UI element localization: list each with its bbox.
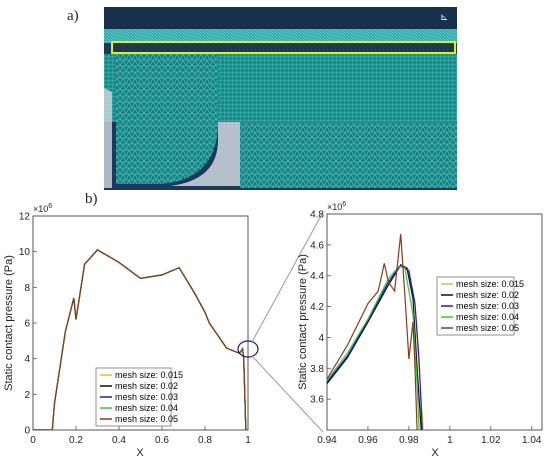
- l-xtick-label: 1: [245, 435, 251, 446]
- mesh-left-region: [116, 54, 218, 184]
- r-xtick-label: 0.98: [399, 435, 419, 446]
- l-ytick-label: 8: [24, 283, 30, 294]
- l-ytick-label: 0: [24, 426, 30, 437]
- highlight-box: [111, 41, 456, 54]
- l-ytick-label: 4: [24, 354, 30, 365]
- r-series-line-4: [327, 265, 420, 430]
- l-xtick-label: 0: [30, 435, 36, 446]
- l-legend-entry: mesh size: 0.02: [115, 381, 178, 391]
- l-ytick-label: 6: [24, 319, 30, 330]
- r-legend-entry: mesh size: 0.04: [456, 312, 519, 322]
- r-xtick-label: 0.96: [358, 435, 378, 446]
- l-ytick-label: 12: [19, 212, 31, 223]
- l-xtick-label: 0.2: [69, 435, 83, 446]
- l-series-line-5: [33, 249, 248, 430]
- r-legend-entry: mesh size: 0.03: [456, 301, 519, 311]
- r-legend-entry: mesh size: 0.015: [456, 279, 524, 289]
- l-xtick-label: 0.8: [198, 435, 212, 446]
- mesh-top-band: [104, 7, 457, 29]
- mesh-image: ⊾: [104, 7, 457, 190]
- r-legend-entry: mesh size: 0.05: [456, 323, 519, 333]
- l-ytick-label: 2: [24, 390, 30, 401]
- r-ytick-label: 4.2: [310, 302, 324, 313]
- mesh-lower-right-region: [240, 122, 457, 188]
- l-ytick-label: 10: [19, 247, 31, 258]
- r-ytick-label: 4.8: [310, 210, 324, 221]
- left-x-axis-label: X: [136, 447, 144, 459]
- mesh-groove: [170, 122, 240, 186]
- left-y-axis-label: Static contact pressure (Pa): [3, 255, 15, 391]
- panel-label-b: b): [85, 191, 98, 207]
- l-legend-entry: mesh size: 0.05: [115, 414, 178, 424]
- zoom-circle: [237, 340, 259, 358]
- r-ytick-label: 4.6: [310, 240, 324, 251]
- r-legend-entry: mesh size: 0.02: [456, 290, 519, 300]
- l-legend-entry: mesh size: 0.03: [115, 392, 178, 402]
- left-multiplier: ×106: [33, 203, 52, 214]
- l-legend-entry: mesh size: 0.04: [115, 403, 178, 413]
- r-xtick-label: 1.02: [481, 435, 501, 446]
- right-chart: 3.6 3.8 4 4.2 4.4 4.6 4.8 0.94 0.96 0.98 1 1.02 1.0…: [297, 201, 543, 459]
- right-multiplier: ×106: [327, 201, 346, 212]
- mesh-left-boundary: [104, 88, 112, 188]
- zoom-connector-lower: [251, 355, 324, 433]
- left-chart: 0 2 4 6 8 10 12 0 0.2 0.4 0.6 0.8 1 ×106 X Static c…: [3, 203, 259, 459]
- l-xtick-label: 0.4: [112, 435, 126, 446]
- r-series-line-3: [327, 264, 423, 430]
- right-y-axis-label: Static contact pressure (Pa): [297, 254, 309, 390]
- r-ytick-label: 3.8: [310, 364, 324, 375]
- r-ytick-label: 4: [318, 333, 324, 344]
- l-xtick-label: 0.6: [155, 435, 169, 446]
- l-legend-entry: mesh size: 0.015: [115, 370, 183, 380]
- mesh-upper-layer: [104, 29, 457, 43]
- zoom-connector-upper: [251, 211, 324, 343]
- r-xtick-label: 1: [447, 435, 453, 446]
- r-series-line-5: [327, 234, 418, 430]
- right-x-axis-label: X: [431, 447, 439, 459]
- panel-label-a: a): [67, 8, 79, 24]
- r-ytick-label: 3.6: [310, 395, 324, 406]
- r-xtick-label: 1.04: [522, 435, 542, 446]
- r-ytick-label: 4.4: [310, 271, 324, 282]
- axis-triad-icon: ⊾: [440, 12, 448, 23]
- r-xtick-label: 0.94: [317, 435, 337, 446]
